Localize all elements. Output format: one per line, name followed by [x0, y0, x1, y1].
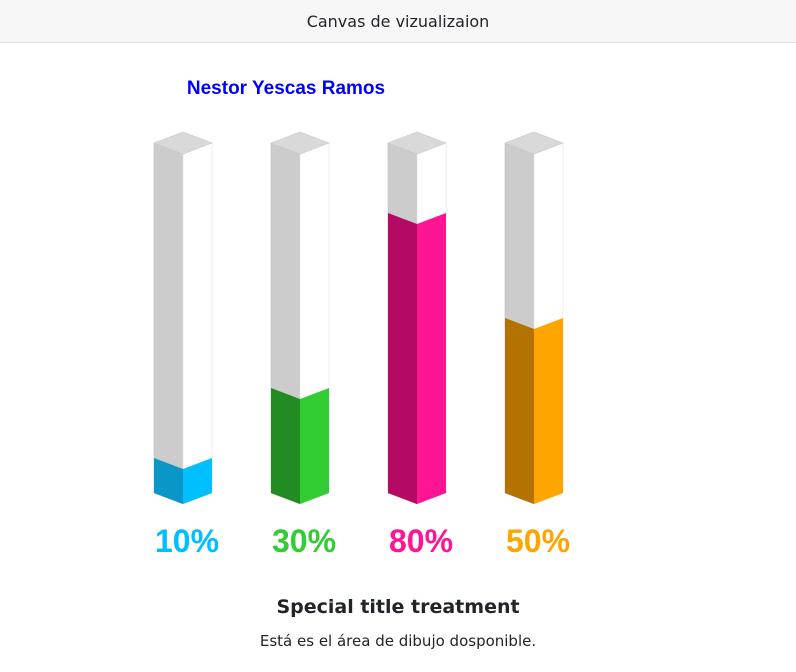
- visualization-canvas: Nestor Yescas Ramos 10% 30% 80% 50%: [0, 44, 796, 584]
- bar-fill-right-face: [417, 213, 446, 504]
- bar-fill-left-face: [388, 213, 417, 504]
- top-bar: Canvas de vizualizaion: [0, 0, 796, 43]
- card-text: Está es el área de dibujo dosponible.: [259, 632, 537, 650]
- bar-fill-right-face: [300, 388, 329, 504]
- bars-group: 10% 30% 80% 50%: [153, 131, 570, 559]
- bar-value-label: 10%: [155, 523, 219, 559]
- bar-top-cap: [387, 131, 447, 155]
- bar-top-cap: [270, 131, 330, 155]
- bar-value-label: 50%: [506, 523, 570, 559]
- bar-fill-left-face: [505, 318, 534, 504]
- bar-empty-left-face: [153, 142, 184, 505]
- card-title: Special title treatment: [276, 596, 520, 618]
- bar-value-label: 30%: [272, 523, 336, 559]
- bar-chart: Nestor Yescas Ramos 10% 30% 80% 50%: [153, 78, 570, 559]
- page-title: Canvas de vizualizaion: [306, 11, 490, 31]
- bar-top-cap: [153, 131, 213, 155]
- bar-empty-right-face: [182, 142, 213, 505]
- chart-title: Nestor Yescas Ramos: [187, 78, 385, 99]
- bar-fill-right-face: [183, 458, 212, 504]
- bar-top-cap: [504, 131, 564, 155]
- bar-fill-left-face: [154, 458, 183, 504]
- bar-fill-right-face: [534, 318, 563, 504]
- bar-fill-left-face: [271, 388, 300, 504]
- bar-value-label: 80%: [389, 523, 453, 559]
